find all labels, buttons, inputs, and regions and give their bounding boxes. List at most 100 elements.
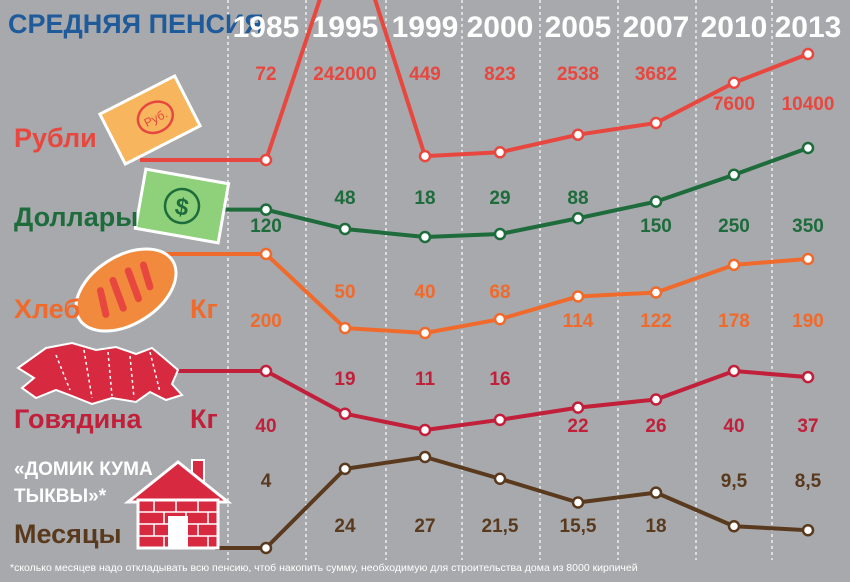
house-point	[259, 541, 273, 555]
year-label: 2007	[623, 11, 690, 44]
bread-value-label: 122	[640, 311, 672, 332]
dollar-sign: $	[173, 193, 191, 222]
rubles-value-label: 2538	[557, 64, 599, 85]
rubles-point	[259, 153, 273, 167]
house-point	[801, 523, 815, 537]
rubles-value-label: 823	[484, 64, 516, 85]
rubles-value-label: 72	[255, 64, 276, 85]
dollars-value-label: 350	[792, 216, 824, 237]
beef-value-label: 22	[567, 416, 588, 437]
rubles-line	[140, 0, 809, 162]
bread-point	[338, 321, 352, 335]
house-value-label: 24	[334, 516, 356, 537]
beef-unit: Кг	[190, 404, 218, 434]
year-label: 1995	[312, 11, 379, 44]
house-value-label: 9,5	[721, 471, 748, 492]
beef-point	[571, 401, 585, 414]
dollars-value-label: 250	[718, 216, 750, 237]
beef-point	[418, 423, 432, 437]
year-label: 1985	[233, 11, 300, 44]
beef-label: Говядина	[14, 404, 142, 434]
dollars-value-label: 88	[567, 188, 588, 209]
rubles-point	[649, 116, 663, 130]
house-value-label: 21,5	[482, 516, 519, 537]
bread-value-label: 40	[414, 282, 435, 303]
chart-title: СРЕДНЯЯ ПЕНСИЯ	[8, 9, 264, 39]
rubles-point	[801, 47, 815, 61]
rubles-point	[418, 149, 432, 163]
ruble-banknote-icon: Руб.	[97, 73, 203, 167]
bread-point	[571, 290, 585, 303]
house-value-label: 27	[414, 516, 435, 537]
beef-value-label: 40	[723, 416, 744, 437]
house-point	[493, 472, 507, 486]
dollars-point	[338, 222, 352, 236]
house-label-months: Месяцы	[14, 519, 122, 549]
bread-line	[140, 252, 809, 335]
beef-value-label: 40	[255, 416, 276, 437]
beef-value-label: 16	[489, 369, 510, 390]
beef-point	[801, 370, 815, 384]
brick-house-icon	[123, 459, 233, 550]
bread-unit: Кг	[190, 294, 218, 324]
dollars-point	[418, 230, 432, 244]
rubles-value-label: 3682	[635, 64, 677, 85]
house-value-label: 18	[645, 516, 666, 537]
series-points	[259, 47, 815, 555]
footnote: *сколько месяцев надо откладывать всю пе…	[10, 562, 638, 574]
year-label: 2000	[467, 11, 534, 44]
house-point	[418, 450, 432, 464]
bread-point	[493, 312, 507, 326]
house-point	[571, 496, 585, 509]
bread-point	[649, 286, 663, 299]
house-value-label: 4	[261, 471, 272, 492]
house-label-line1: «ДОМИК КУМА	[14, 459, 153, 480]
bread-value-label: 190	[792, 311, 824, 332]
dollars-value-label: 18	[414, 188, 435, 209]
dollar-banknote-icon: $	[133, 167, 231, 245]
house-value-label: 8,5	[795, 471, 822, 492]
beef-carcass-icon	[16, 341, 184, 406]
dollars-point	[571, 211, 585, 225]
beef-point	[259, 364, 273, 378]
beef-value-label: 26	[645, 416, 666, 437]
beef-value-label: 11	[415, 369, 436, 390]
year-axis: 1985 1995 1999 2000 2005 2007 2010 2013	[233, 11, 842, 44]
beef-value-label: 37	[797, 416, 818, 437]
value-labels: 72 242000 449 823 2538 3682 7600 10400 120 48 18 29…	[250, 64, 834, 537]
dollars-label: Доллары	[14, 202, 138, 232]
dollars-value-label: 29	[489, 188, 510, 209]
beef-point	[649, 393, 663, 406]
dollars-point	[801, 141, 815, 155]
rubles-value-label: 7600	[713, 94, 755, 115]
rubles-value-label: 242000	[313, 64, 376, 85]
rubles-value-label: 10400	[782, 94, 835, 115]
year-label: 2010	[701, 11, 768, 44]
year-label: 2005	[545, 11, 612, 44]
house-point	[338, 462, 352, 476]
dollars-value-label: 48	[334, 188, 355, 209]
rubles-point	[571, 128, 585, 141]
dollars-point	[727, 168, 741, 182]
bread-point	[727, 258, 741, 272]
bread-value-label: 114	[563, 311, 594, 332]
rubles-value-label: 449	[409, 64, 441, 85]
dollars-point	[259, 203, 273, 216]
bread-loaf-icon	[74, 247, 178, 333]
bread-value-label: 200	[250, 311, 282, 332]
house-point	[649, 486, 663, 499]
beef-point	[338, 407, 352, 420]
dollars-value-label: 150	[640, 216, 672, 237]
dollars-point	[649, 195, 663, 208]
bread-value-label: 50	[334, 282, 355, 303]
bread-label: Хлеб	[14, 294, 80, 324]
year-label: 2013	[775, 11, 842, 44]
bread-value-label: 68	[489, 282, 510, 303]
house-point	[727, 519, 741, 533]
beef-value-label: 19	[334, 369, 355, 390]
rubles-label: Рубли	[14, 123, 97, 153]
year-label: 1999	[392, 11, 459, 44]
beef-point	[727, 364, 741, 378]
